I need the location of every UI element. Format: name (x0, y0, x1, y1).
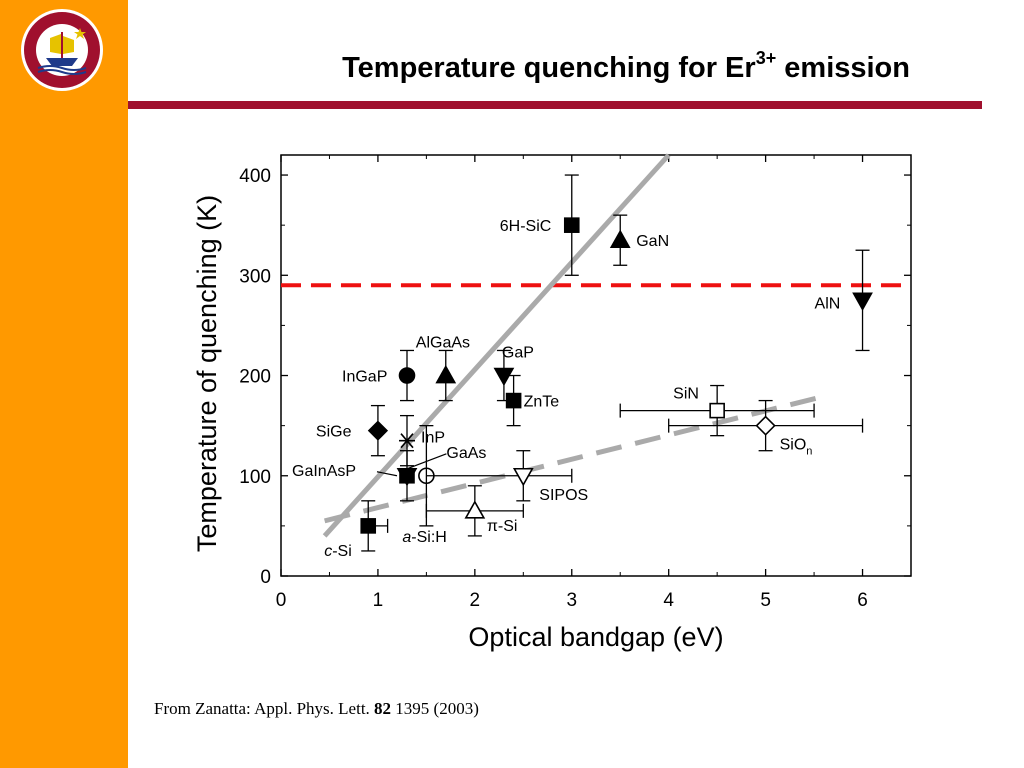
point-label: AlN (815, 295, 841, 312)
data-point: GaP (493, 345, 534, 402)
seal-waves (37, 69, 87, 75)
citation-volume: 82 (374, 699, 392, 718)
y-tick-label: 300 (239, 266, 271, 287)
marker-triangle-up (609, 229, 631, 249)
seal-ship-hull (46, 58, 78, 66)
seal-ship-mast (61, 32, 63, 58)
point-label: GaP (502, 345, 534, 362)
data-point: π-Si (425, 485, 524, 537)
point-label: AlGaAs (416, 335, 470, 352)
seal-ship-sail (63, 36, 74, 54)
point-label: InGaP (342, 369, 387, 386)
title-superscript: 3+ (755, 48, 777, 68)
marker-triangle-down (512, 467, 534, 487)
sidebar-bar (0, 0, 128, 768)
citation-text: From Zanatta: Appl. Phys. Lett. (154, 699, 375, 718)
title-main: Temperature quenching for Er (342, 52, 756, 84)
y-axis-label: Temperature of quenching (K) (192, 195, 222, 552)
seal-ship-sail (50, 34, 61, 54)
x-axis-label: Optical bandgap (eV) (468, 622, 723, 652)
marker-triangle-up (435, 364, 457, 384)
marker-triangle-down (852, 292, 873, 311)
seal-star-icon (74, 28, 86, 39)
marker-square (709, 402, 725, 419)
marker-triangle-down (493, 367, 515, 387)
marker-diamond (755, 415, 776, 436)
data-point: SiN (619, 384, 815, 437)
label-leader (404, 453, 447, 471)
point-label: GaAs (446, 445, 486, 462)
point-label: InP (421, 430, 445, 447)
x-tick-label: 3 (566, 590, 577, 611)
data-point: AlN (815, 249, 873, 352)
marker-square (563, 217, 580, 233)
seal-waves (37, 65, 87, 71)
data-point: SiGe (316, 404, 389, 457)
data-point: InGaP (342, 349, 416, 402)
point-label: SiOn (780, 437, 813, 458)
data-point: InP (399, 414, 445, 467)
marker-square (360, 518, 377, 534)
point-label: SiGe (316, 424, 352, 441)
slide-title: Temperature quenching for Er3+ emission (150, 48, 910, 85)
x-tick-label: 4 (663, 590, 674, 611)
citation: From Zanatta: Appl. Phys. Lett. 82 1395 … (154, 699, 479, 719)
data-point: 6H-SiC (500, 174, 580, 276)
y-tick-label: 200 (239, 367, 271, 388)
title-underline-rule (128, 101, 982, 109)
point-label: π-Si (487, 518, 518, 535)
x-tick-label: 1 (373, 590, 384, 611)
data-point: c-Si (324, 500, 389, 560)
y-tick-label: 400 (239, 166, 271, 187)
x-tick-label: 5 (760, 590, 771, 611)
data-point: GaN (609, 214, 669, 266)
data-point: ZnTe (505, 374, 560, 427)
point-label: SiN (673, 386, 699, 403)
marker-square (505, 392, 522, 409)
point-label: a-Si:H (402, 529, 446, 546)
title-end: emission (776, 52, 910, 84)
point-label: c-Si (324, 543, 352, 560)
university-seal-logo (21, 9, 103, 91)
x-tick-label: 6 (857, 590, 868, 611)
data-point: AlGaAs (416, 335, 470, 402)
x-tick-label: 2 (470, 590, 481, 611)
data-point: SIPOS (425, 450, 588, 504)
point-label: SIPOS (539, 487, 588, 504)
y-tick-label: 100 (239, 467, 271, 488)
point-label: GaInAsP (292, 463, 356, 480)
point-label: ZnTe (524, 394, 560, 411)
marker-triangle-up (464, 500, 486, 519)
data-point: SiOn (668, 399, 864, 458)
marker-star (400, 433, 414, 449)
point-label: GaN (636, 233, 669, 250)
marker-diamond (367, 420, 389, 441)
x-tick-label: 0 (276, 590, 287, 611)
citation-pages: 1395 (2003) (391, 699, 479, 718)
point-label: 6H-SiC (500, 218, 552, 235)
marker-circle (398, 367, 416, 384)
plot-frame (280, 154, 912, 577)
y-tick-label: 0 (260, 567, 271, 588)
data-point: a-Si:H (402, 529, 446, 546)
label-leader (376, 471, 398, 477)
